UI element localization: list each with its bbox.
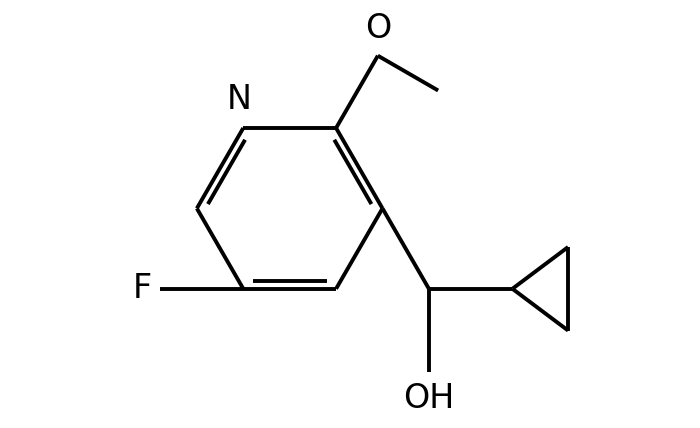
Text: OH: OH — [403, 382, 454, 415]
Text: O: O — [365, 12, 391, 45]
Text: N: N — [227, 83, 252, 116]
Text: F: F — [133, 272, 153, 305]
